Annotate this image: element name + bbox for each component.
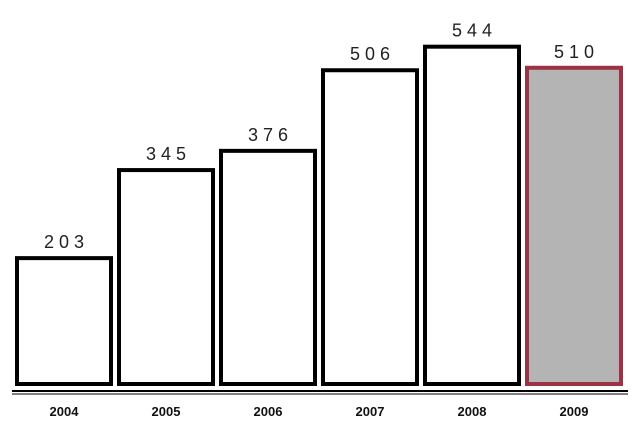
value-label-2005: 345 (146, 144, 191, 164)
value-label-2006: 376 (248, 125, 293, 145)
bar-2006 (219, 148, 317, 386)
x-tick-label-2007: 2007 (356, 404, 385, 419)
x-tick-label-2009: 2009 (560, 404, 589, 419)
value-label-2008: 544 (452, 21, 497, 41)
x-axis (12, 390, 628, 395)
x-tick-label-2006: 2006 (254, 404, 283, 419)
bar-2005 (117, 168, 215, 386)
bar-2004 (15, 256, 113, 386)
bars-group (15, 44, 623, 386)
x-tick-labels-group: 2004 2005 2006 2007 2008 2009 (50, 404, 589, 419)
x-tick-label-2005: 2005 (152, 404, 181, 419)
x-tick-label-2004: 2004 (50, 404, 80, 419)
bar-2009 (525, 65, 623, 386)
value-label-2009: 510 (554, 42, 599, 62)
x-tick-label-2008: 2008 (458, 404, 487, 419)
bar-2007 (321, 68, 419, 386)
bar-2008 (423, 44, 521, 386)
value-label-2004: 203 (44, 232, 89, 252)
value-label-2007: 506 (350, 44, 395, 64)
value-labels-group: 203 345 376 506 544 510 (44, 21, 599, 252)
